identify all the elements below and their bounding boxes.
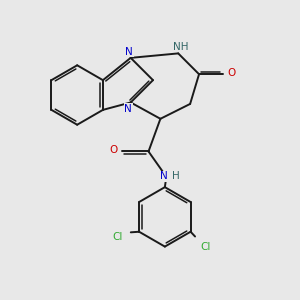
Text: Cl: Cl	[112, 232, 123, 242]
Text: O: O	[227, 68, 235, 78]
Text: N: N	[160, 171, 168, 181]
Text: O: O	[109, 145, 118, 155]
Text: N: N	[125, 47, 133, 57]
Text: H: H	[172, 171, 180, 181]
Text: NH: NH	[173, 42, 189, 52]
Text: Cl: Cl	[201, 242, 211, 253]
Text: N: N	[124, 104, 132, 114]
